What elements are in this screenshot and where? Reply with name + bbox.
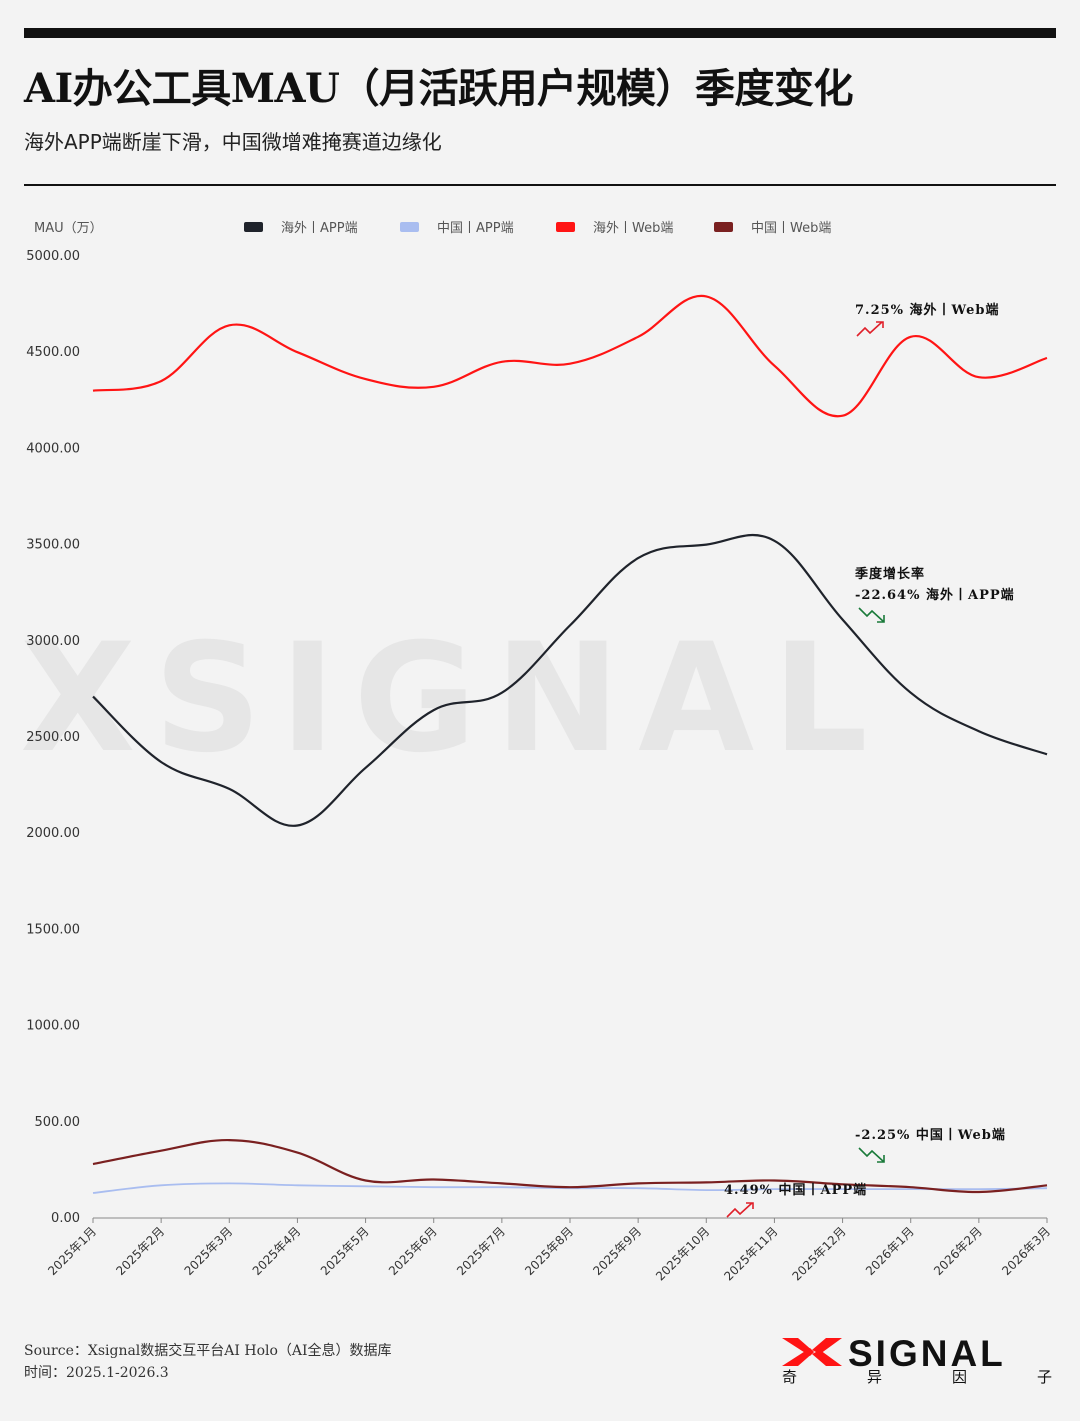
legend-label-overseas-web: 海外丨Web端 <box>593 221 673 236</box>
x-tick-label: 2025年5月 <box>318 1224 372 1278</box>
x-tick-label: 2025年7月 <box>454 1224 508 1278</box>
legend-item-china-app[interactable]: 中国丨APP端 <box>400 221 514 236</box>
series-lines <box>92 294 1048 1194</box>
y-tick-label: 2500.00 <box>26 730 80 745</box>
watermark: XSIGNAL <box>20 612 886 786</box>
legend-item-overseas-app[interactable]: 海外丨APP端 <box>244 221 358 236</box>
x-tick-label: 2025年1月 <box>45 1224 99 1278</box>
y-tick-label: 0.00 <box>51 1211 80 1226</box>
legend-label-china-web: 中国丨Web端 <box>751 221 831 236</box>
legend-label-overseas-app: 海外丨APP端 <box>281 221 358 236</box>
annotation-title-quarterly-growth: 季度增长率 <box>854 566 925 582</box>
annotation-overseas-app: -22.64% 海外丨APP端 <box>855 587 1015 603</box>
legend-swatch-overseas-web <box>556 222 575 232</box>
x-tick-label: 2025年9月 <box>590 1224 644 1278</box>
x-tick-label: 2026年1月 <box>863 1224 917 1278</box>
page-title: AI办公工具MAU（月活跃用户规模）季度变化 <box>24 65 853 112</box>
legend-item-overseas-web[interactable]: 海外丨Web端 <box>556 221 673 236</box>
trend-up-icon <box>856 321 884 337</box>
mau-line-chart: XSIGNAL MAU（万） 海外丨APP端 中国丨APP端 海外丨Web端 中… <box>20 221 1053 1283</box>
y-tick-label: 4500.00 <box>26 345 80 360</box>
y-tick-label: 3000.00 <box>26 634 80 649</box>
legend-label-china-app: 中国丨APP端 <box>437 221 514 236</box>
series-line-overseas-web[interactable] <box>92 294 1048 418</box>
trend-down-icon <box>858 607 885 623</box>
annotation-china-app: 4.49% 中国丨APP端 <box>724 1182 867 1198</box>
trend-up-icon <box>726 1202 754 1218</box>
page-subtitle: 海外APP端断崖下滑，中国微增难掩赛道边缘化 <box>24 130 442 154</box>
legend-swatch-overseas-app <box>244 222 263 232</box>
x-tick-label: 2025年8月 <box>522 1224 576 1278</box>
legend-swatch-china-app <box>400 222 419 232</box>
y-axis: 0.00 500.00 1000.00 1500.00 2000.00 2500.00 30… <box>26 249 80 1226</box>
y-tick-label: 500.00 <box>35 1115 81 1130</box>
x-mark-icon <box>782 1338 842 1366</box>
legend-swatch-china-web <box>714 222 733 232</box>
x-tick-label: 2026年2月 <box>931 1224 985 1278</box>
x-tick-label: 2025年10月 <box>653 1224 712 1283</box>
brand-wordmark: SIGNAL <box>848 1333 1006 1374</box>
x-tick-label: 2025年12月 <box>789 1224 848 1283</box>
brand-subtitle: 奇 异 因 子 <box>782 1366 1052 1387</box>
y-tick-label: 5000.00 <box>26 249 80 264</box>
y-axis-label: MAU（万） <box>34 221 103 236</box>
footer-source: Source：Xsignal数据交互平台AI Holo（AI全息）数据库 <box>24 1343 392 1359</box>
y-tick-label: 1000.00 <box>26 1019 80 1034</box>
legend-item-china-web[interactable]: 中国丨Web端 <box>714 221 831 236</box>
annotation-china-web: -2.25% 中国丨Web端 <box>855 1127 1006 1143</box>
x-tick-label: 2025年3月 <box>182 1224 236 1278</box>
chart-legend: MAU（万） 海外丨APP端 中国丨APP端 海外丨Web端 中国丨Web端 <box>34 221 831 236</box>
watermark-text: XSIGNAL <box>20 612 886 786</box>
x-tick-label: 2025年6月 <box>386 1224 440 1278</box>
growth-annotations: 7.25% 海外丨Web端 季度增长率 -22.64% 海外丨APP端 -2.2… <box>724 302 1015 1218</box>
series-line-overseas-app[interactable] <box>92 533 1048 827</box>
y-tick-label: 4000.00 <box>26 441 80 456</box>
top-rule <box>24 28 1056 38</box>
brand-subtitle-char: 子 <box>1036 1368 1052 1386</box>
x-tick-label: 2025年4月 <box>250 1224 304 1278</box>
header-divider <box>24 184 1056 186</box>
trend-down-icon <box>858 1147 885 1163</box>
x-tick-label: 2026年3月 <box>999 1224 1053 1278</box>
brand-subtitle-char: 因 <box>951 1368 967 1386</box>
brand-subtitle-char: 奇 <box>782 1368 798 1386</box>
x-tick-label: 2025年2月 <box>113 1224 167 1278</box>
x-axis: 2025年1月 2025年2月 2025年3月 2025年4月 2025年5月 2025年… <box>45 1217 1053 1283</box>
brand-logo: SIGNAL <box>782 1333 1006 1374</box>
x-tick-label: 2025年11月 <box>721 1224 780 1283</box>
y-tick-label: 2000.00 <box>26 826 80 841</box>
series-line-china-web[interactable] <box>92 1138 1048 1194</box>
annotation-overseas-web: 7.25% 海外丨Web端 <box>855 302 999 318</box>
y-tick-label: 1500.00 <box>26 922 80 937</box>
brand-subtitle-char: 异 <box>866 1368 882 1386</box>
y-tick-label: 3500.00 <box>26 538 80 553</box>
footer-period: 时间：2025.1-2026.3 <box>24 1365 169 1381</box>
